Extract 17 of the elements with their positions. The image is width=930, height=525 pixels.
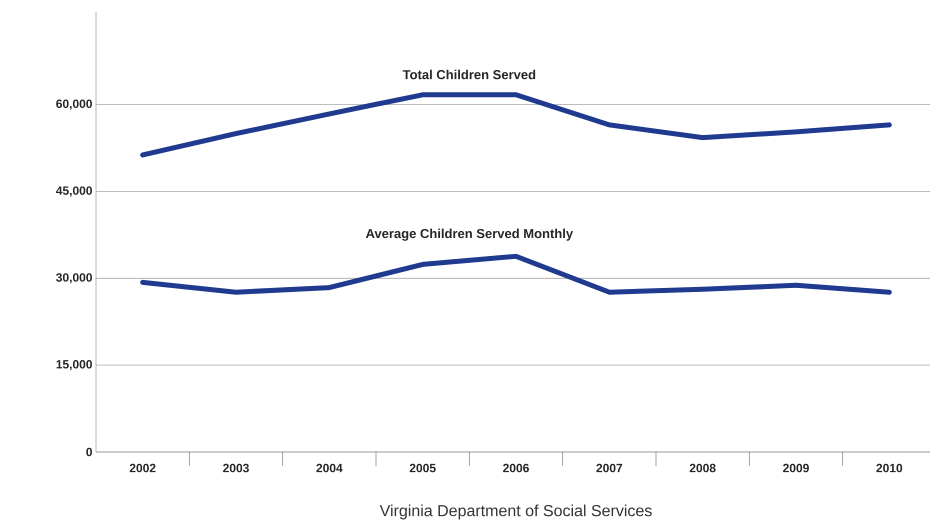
y-tick-label: 60,000 <box>56 100 92 110</box>
x-tick-label: 2008 <box>690 464 716 472</box>
x-tick-label: 2003 <box>223 464 249 472</box>
x-tick-label: 2009 <box>783 464 809 472</box>
x-tick-label: 2010 <box>876 464 902 472</box>
y-tick-label: 0 <box>86 448 92 456</box>
x-tick-label: 2007 <box>596 464 622 472</box>
x-tick-label: 2002 <box>130 464 156 472</box>
text: Virginia Department of Social Services <box>380 504 652 520</box>
y-tick-label: 45,000 <box>56 186 92 197</box>
y-tick-label: 30,000 <box>56 273 92 284</box>
x-tick-label: 2005 <box>410 464 436 472</box>
x-tick-label: 2006 <box>503 464 529 472</box>
x-tick-label: 2004 <box>316 464 343 472</box>
series-label: Average Children Served Monthly <box>366 228 574 241</box>
y-tick-label: 15,000 <box>56 360 92 370</box>
series-label: Total Children Served <box>402 70 536 80</box>
